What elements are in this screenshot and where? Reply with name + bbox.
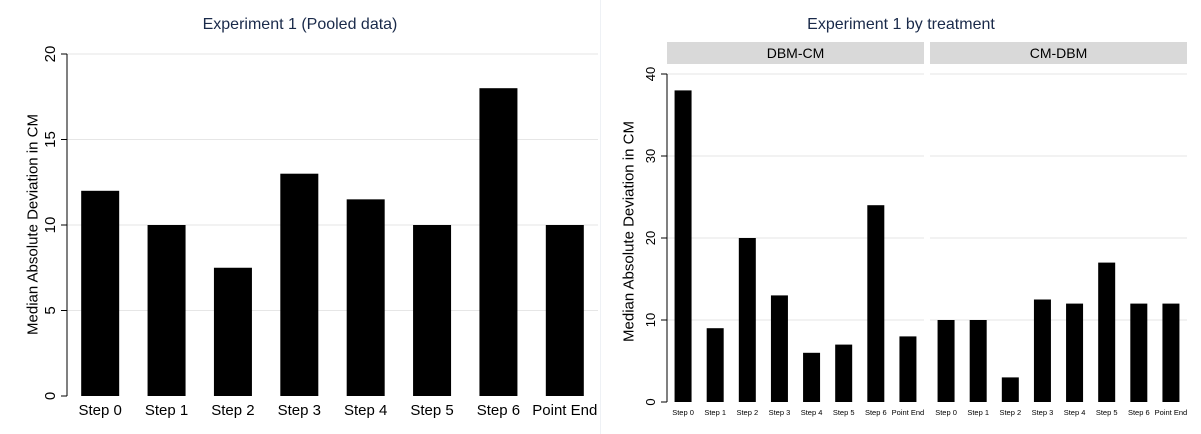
y-tick-label: 10 [643,313,658,327]
x-tick-label: Step 6 [865,408,887,417]
x-tick-label: Step 1 [967,408,989,417]
x-tick-label: Step 2 [736,408,758,417]
x-tick-label: Step 1 [704,408,726,417]
bar-step-0 [81,190,120,396]
x-tick-label: Step 6 [1128,408,1150,417]
x-tick-label: Point End [1155,408,1188,417]
x-tick-label: Step 0 [79,402,122,419]
panel-label-dbm-cm: DBM-CM [667,42,924,64]
x-tick-label: Point End [532,402,597,419]
bar-point-end [899,336,917,402]
bar-step-4 [803,352,821,402]
x-tick-label: Step 3 [278,402,321,419]
bar-step-5 [413,225,452,396]
bar-step-6 [479,88,518,396]
x-tick-label: Step 3 [1032,408,1054,417]
x-tick-label: Step 1 [145,402,188,419]
chart-title: Experiment 1 (Pooled data) [202,16,398,33]
bar-step-4 [346,199,385,396]
y-tick-label: 5 [42,306,59,314]
bar-step-3 [280,173,319,396]
y-tick-label: 0 [42,392,59,400]
bar-step-6 [1130,303,1148,402]
x-tick-label: Step 2 [211,402,254,419]
x-tick-label: Step 0 [935,408,957,417]
x-tick-label: Step 6 [477,402,520,419]
y-tick-label: 15 [42,131,59,148]
bar-step-4 [1066,303,1084,402]
y-tick-label: 30 [643,149,658,163]
bar-step-5 [835,344,853,402]
bar-step-3 [770,295,788,402]
chart-title: Experiment 1 by treatment [807,16,995,33]
bar-step-6 [867,205,885,402]
panel-label-cm-dbm: CM-DBM [930,42,1187,64]
bar-step-0 [674,90,692,403]
x-tick-label: Step 4 [344,402,387,419]
x-tick-label: Point End [892,408,925,417]
x-tick-label: Step 5 [410,402,453,419]
bar-step-3 [1033,299,1051,402]
x-tick-label: Step 4 [801,408,823,417]
y-tick-label: 10 [42,217,59,234]
bar-point-end [545,225,584,396]
bar-step-1 [969,320,987,402]
x-tick-label: Step 5 [1096,408,1118,417]
treatment-chart-plot: Step 0 Step 1 Step 2 Step 3 Step 4 Step 5 Step… [643,67,1188,417]
pooled-chart-plot: Step 0 Step 1 Step 2 Step 3 Step 4 Step 5 Step… [42,46,598,419]
bar-step-5 [1098,262,1116,402]
bar-step-2 [738,238,756,402]
treatment-chart: Experiment 1 by treatment Median Absolut… [601,0,1201,434]
bar-step-1 [706,328,724,402]
y-tick-label: 20 [643,231,658,245]
bar-step-2 [1001,377,1019,402]
x-tick-label: Step 5 [833,408,855,417]
x-tick-label: Step 4 [1064,408,1086,417]
y-tick-label: 40 [643,67,658,81]
bar-step-1 [147,225,186,396]
y-tick-label: 0 [643,398,658,405]
bar-step-0 [937,320,955,402]
x-tick-label: Step 2 [999,408,1021,417]
y-tick-label: 20 [42,46,59,63]
x-tick-label: Step 0 [672,408,694,417]
pooled-chart: Experiment 1 (Pooled data) Median Absolu… [0,0,600,434]
bar-step-2 [213,267,252,396]
x-tick-label: Step 3 [769,408,791,417]
bar-point-end [1162,303,1180,402]
